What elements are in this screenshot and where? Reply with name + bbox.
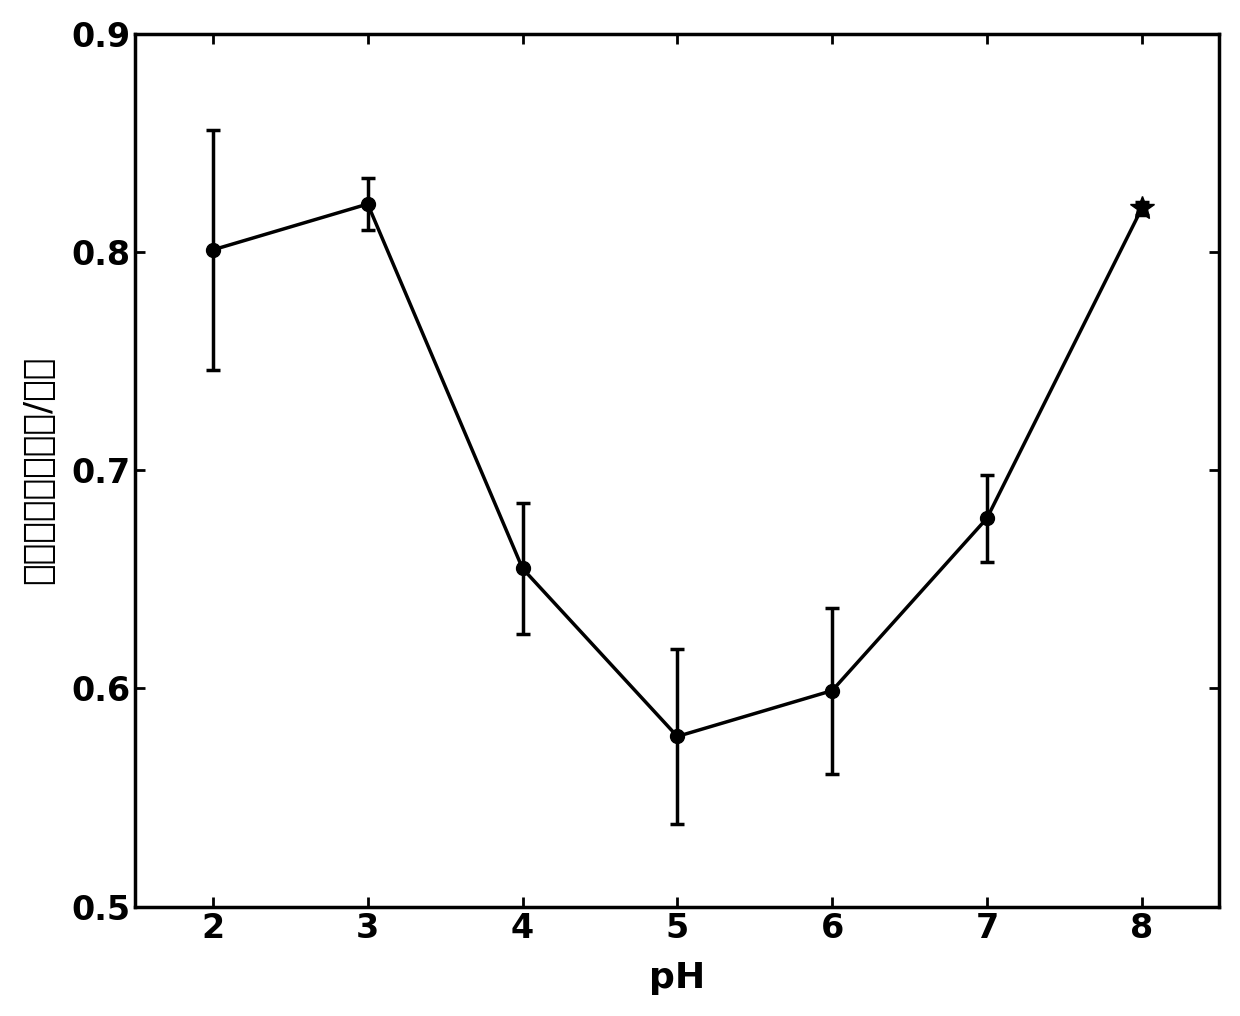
X-axis label: pH: pH — [650, 961, 706, 995]
Y-axis label: 乙酸浓度（毫摩尔/升）: 乙酸浓度（毫摩尔/升） — [21, 356, 55, 584]
